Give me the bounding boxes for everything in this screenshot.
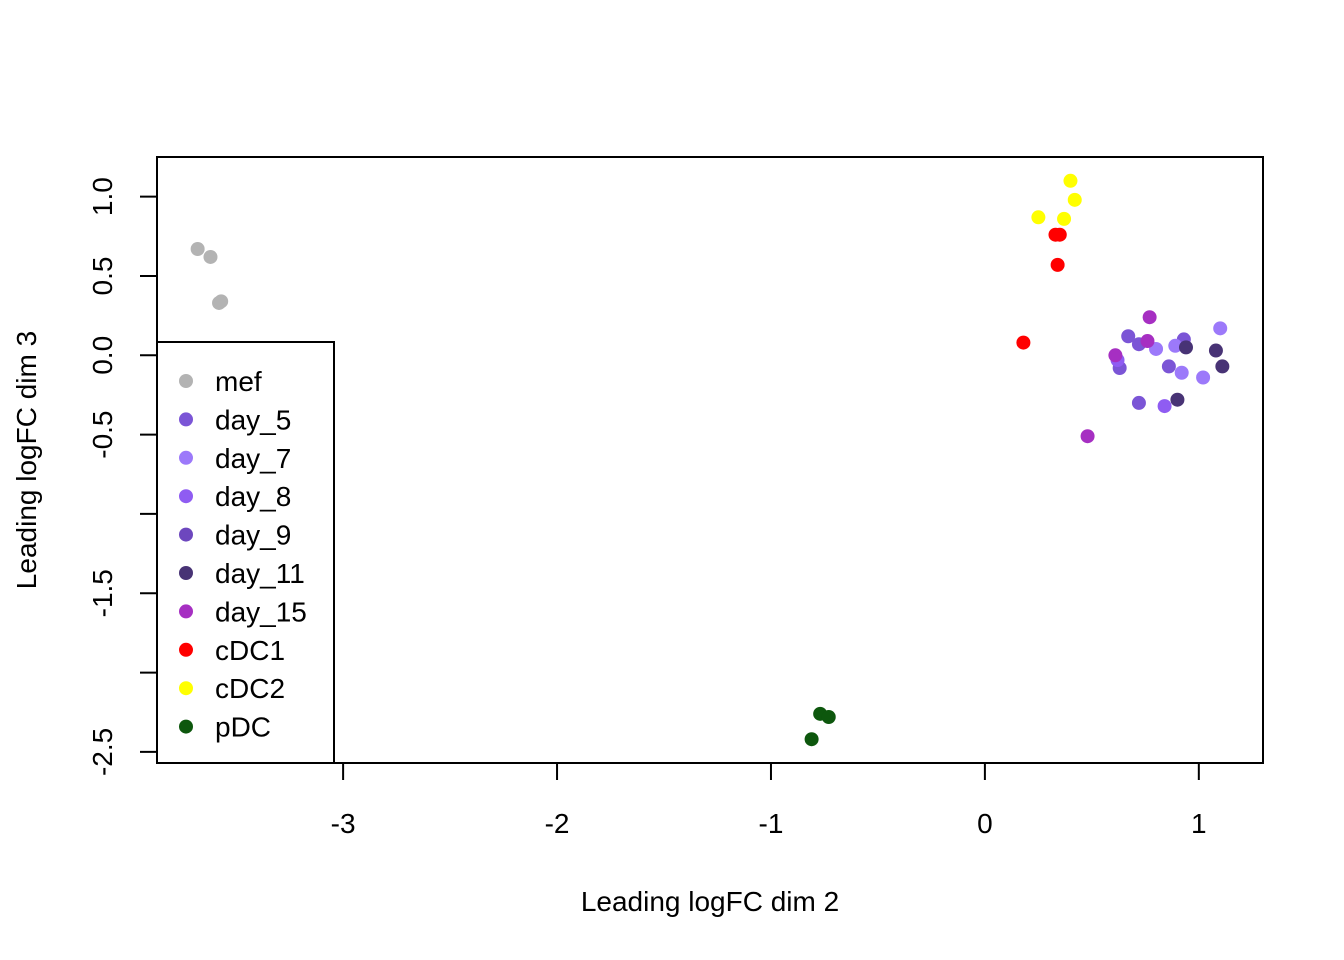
data-point-day_8	[1157, 399, 1172, 414]
data-point-pDC	[821, 709, 836, 724]
y-tick-label: -2.5	[87, 728, 118, 776]
y-tick-label: -0.5	[87, 410, 118, 458]
y-tick-label: 1.0	[87, 177, 118, 216]
data-point-cDC2	[1063, 173, 1078, 188]
data-point-mef	[203, 249, 218, 264]
data-point-day_11	[1178, 340, 1193, 355]
legend-marker-cDC1	[179, 642, 193, 657]
axes-layer: -3 -2 -1 0 1 1.0 0.5 0.0 -0.5 -1.5 -2.5	[87, 156, 1264, 839]
data-point-cDC1	[1052, 227, 1067, 242]
data-point-day_5	[1131, 395, 1146, 410]
legend-label-day_15: day_15	[215, 596, 307, 627]
legend-label-day_9: day_9	[215, 520, 291, 551]
data-point-day_7	[1196, 370, 1211, 385]
data-point-day_5	[1161, 359, 1176, 374]
y-tick-label: 0.5	[87, 257, 118, 296]
data-point-day_5	[1121, 329, 1136, 344]
data-point-day_7	[1168, 338, 1183, 353]
legend-label-pDC: pDC	[215, 712, 271, 743]
data-point-day_11	[1208, 343, 1223, 358]
data-point-day_15	[1140, 334, 1155, 349]
data-point-cDC1	[1016, 335, 1031, 350]
data-point-day_7	[1174, 365, 1189, 380]
legend-label-day_5: day_5	[215, 404, 291, 435]
data-point-pDC	[804, 732, 819, 747]
legend-label-mef: mef	[215, 366, 262, 397]
data-point-day_15	[1080, 429, 1095, 444]
x-tick-label: 1	[1191, 808, 1207, 839]
y-axis-label: Leading logFC dim 3	[11, 331, 42, 589]
data-point-day_7	[1213, 321, 1228, 336]
legend: mef day_5 day_7 day_8 day_9 day_11 day_15 cDC1 c…	[156, 341, 335, 764]
x-tick-label: -1	[759, 808, 784, 839]
legend-marker-day_7	[179, 450, 193, 465]
data-point-day_15	[1142, 310, 1157, 325]
legend-marker-day_11	[179, 566, 193, 580]
data-point-day_11	[1170, 392, 1185, 407]
x-axis-label: Leading logFC dim 2	[581, 886, 839, 917]
x-tick-label: 0	[977, 808, 993, 839]
x-tick-label: -3	[331, 808, 356, 839]
data-point-cDC2	[1057, 211, 1072, 226]
data-point-cDC2	[1031, 210, 1046, 225]
legend-marker-day_5	[179, 412, 193, 427]
legend-marker-day_9	[179, 527, 193, 542]
data-point-cDC2	[1067, 192, 1082, 207]
data-point-mef	[190, 242, 205, 257]
data-point-cDC1	[1050, 257, 1065, 272]
points-layer	[190, 173, 1230, 747]
legend-marker-day_15	[179, 604, 193, 619]
legend-marker-cDC2	[179, 681, 193, 696]
legend-label-cDC1: cDC1	[215, 635, 285, 666]
legend-marker-mef	[179, 374, 193, 388]
legend-label-day_11: day_11	[215, 558, 305, 589]
legend-marker-day_8	[179, 489, 193, 504]
legend-label-cDC2: cDC2	[215, 673, 285, 704]
data-point-day_15	[1108, 348, 1123, 363]
data-point-day_11	[1215, 359, 1230, 374]
x-tick-label: -2	[545, 808, 570, 839]
data-point-mef	[212, 295, 227, 310]
legend-label-day_8: day_8	[215, 481, 291, 512]
legend-label-day_7: day_7	[215, 443, 291, 474]
y-tick-label: -1.5	[87, 569, 118, 617]
legend-marker-pDC	[179, 719, 193, 734]
y-tick-label: 0.0	[87, 336, 118, 375]
